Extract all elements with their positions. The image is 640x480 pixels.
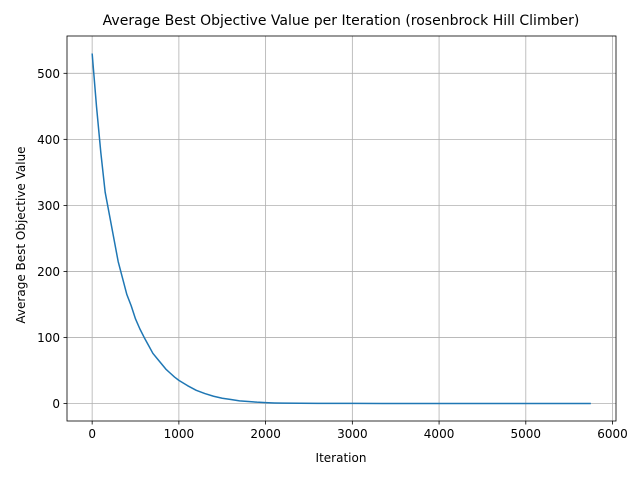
y-tick-label: 400 <box>37 133 60 147</box>
y-axis-label: Average Best Objective Value <box>14 146 28 323</box>
y-tick-label: 300 <box>37 199 60 213</box>
x-axis-ticks: 0 1000 2000 3000 4000 5000 6000 <box>88 421 628 441</box>
y-tick-label: 0 <box>52 397 60 411</box>
y-tick-label: 500 <box>37 67 60 81</box>
x-tick-label: 2000 <box>250 427 281 441</box>
series-line <box>91 53 591 405</box>
chart-title: Average Best Objective Value per Iterati… <box>103 13 580 29</box>
x-tick-label: 1000 <box>164 427 195 441</box>
x-axis-label: Iteration <box>316 451 367 465</box>
grid-lines <box>67 36 616 421</box>
plot-frame <box>66 35 617 422</box>
x-tick-label: 5000 <box>511 427 542 441</box>
series-layer <box>91 53 591 405</box>
x-tick-label: 0 <box>88 427 96 441</box>
y-tick-label: 100 <box>37 331 60 345</box>
x-tick-label: 3000 <box>337 427 368 441</box>
y-axis-ticks: 0 100 200 300 400 500 <box>37 67 67 411</box>
y-tick-label: 200 <box>37 265 60 279</box>
x-tick-label: 4000 <box>424 427 455 441</box>
axes-frame <box>66 35 617 422</box>
x-tick-label: 6000 <box>597 427 628 441</box>
